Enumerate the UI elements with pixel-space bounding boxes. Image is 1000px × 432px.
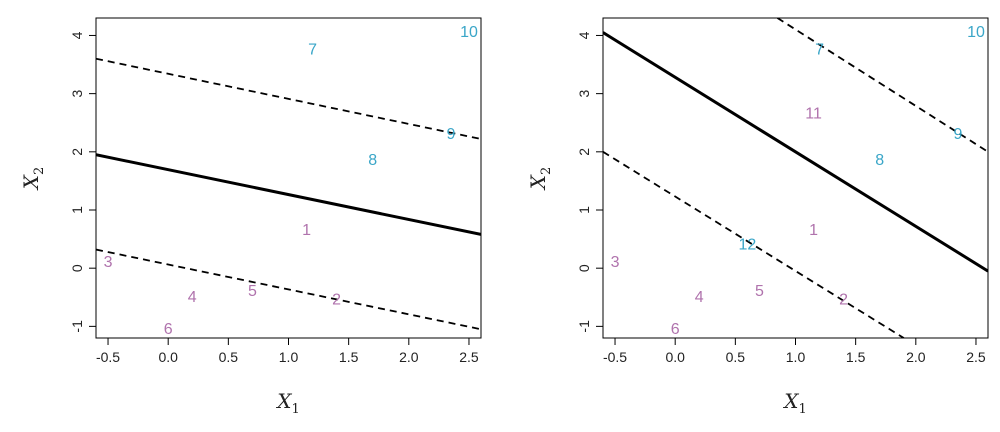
data-point-9: 9 xyxy=(953,126,962,143)
data-point-1: 1 xyxy=(302,222,311,239)
x-tick-label: 0.5 xyxy=(219,349,239,365)
hyperplane-lines xyxy=(96,57,481,331)
y-tick-label: 0 xyxy=(576,264,592,272)
y-tick-label: -1 xyxy=(69,320,85,333)
data-point-5: 5 xyxy=(755,283,764,300)
data-point-12: 12 xyxy=(738,236,756,253)
x-tick-label: 1.5 xyxy=(846,349,866,365)
y-tick-label: 4 xyxy=(576,31,592,39)
hyperplane-line xyxy=(96,153,481,236)
data-point-4: 4 xyxy=(695,289,704,306)
y-tick-label: 2 xyxy=(69,148,85,156)
data-point-6: 6 xyxy=(164,321,173,338)
x-axis-title: X1 xyxy=(782,389,807,417)
hyperplane-line xyxy=(603,31,988,273)
data-point-3: 3 xyxy=(611,254,620,271)
data-point-7: 7 xyxy=(308,42,317,59)
margin-line xyxy=(603,151,905,338)
y-axis-title-subscript: 2 xyxy=(539,167,554,175)
data-point-9: 9 xyxy=(446,126,455,143)
x-tick-label: 2.0 xyxy=(906,349,926,365)
x-tick-label: -0.5 xyxy=(96,349,120,365)
x-tick-label: 1.5 xyxy=(339,349,359,365)
y-tick-label: 2 xyxy=(576,148,592,156)
margin-line xyxy=(776,18,988,153)
data-point-7: 7 xyxy=(815,42,824,59)
y-axis-title-subscript: 2 xyxy=(32,167,47,175)
hyperplane-lines xyxy=(603,18,988,338)
y-tick-label: 3 xyxy=(69,90,85,98)
x-tick-label: 0.0 xyxy=(158,349,178,365)
data-point-2: 2 xyxy=(839,292,848,309)
y-axis-title: X2 xyxy=(19,167,47,192)
y-tick-label: 1 xyxy=(69,206,85,214)
y-tick-label: 1 xyxy=(576,206,592,214)
margin-line xyxy=(96,57,481,140)
data-point-2: 2 xyxy=(332,292,341,309)
data-point-6: 6 xyxy=(671,321,680,338)
x-axis-title: X1 xyxy=(275,389,300,417)
y-tick-label: 3 xyxy=(576,90,592,98)
x-tick-label: 1.0 xyxy=(279,349,299,365)
data-point-5: 5 xyxy=(248,283,257,300)
data-point-4: 4 xyxy=(188,289,197,306)
x-tick-label: -0.5 xyxy=(603,349,627,365)
data-point-3: 3 xyxy=(104,254,113,271)
data-point-10: 10 xyxy=(460,24,478,41)
x-tick-label: 2.5 xyxy=(459,349,479,365)
data-point-8: 8 xyxy=(875,152,884,169)
y-tick-label: 4 xyxy=(69,31,85,39)
data-point-10: 10 xyxy=(967,24,985,41)
y-tick-label: -1 xyxy=(576,320,592,333)
chart-panel-1: 1 2 3 4 5 6 7 8 9 10 -0.5 0.0 0.5 1.0 1.5 2.0 2.5 -1 0 1 2 3 4… xyxy=(19,17,482,417)
x-axis-title-subscript: 1 xyxy=(798,402,806,417)
y-axis-title: X2 xyxy=(526,167,554,192)
y-tick-label: 0 xyxy=(69,264,85,272)
x-tick-label: 0.5 xyxy=(726,349,746,365)
x-tick-label: 1.0 xyxy=(786,349,806,365)
data-point-8: 8 xyxy=(368,152,377,169)
data-point-11: 11 xyxy=(805,106,822,123)
x-axis-title-subscript: 1 xyxy=(291,402,299,417)
data-point-1: 1 xyxy=(809,222,818,239)
plot-frame xyxy=(602,17,989,339)
x-tick-label: 0.0 xyxy=(665,349,685,365)
margin-line xyxy=(96,248,481,331)
x-tick-label: 2.0 xyxy=(399,349,419,365)
x-tick-label: 2.5 xyxy=(966,349,986,365)
